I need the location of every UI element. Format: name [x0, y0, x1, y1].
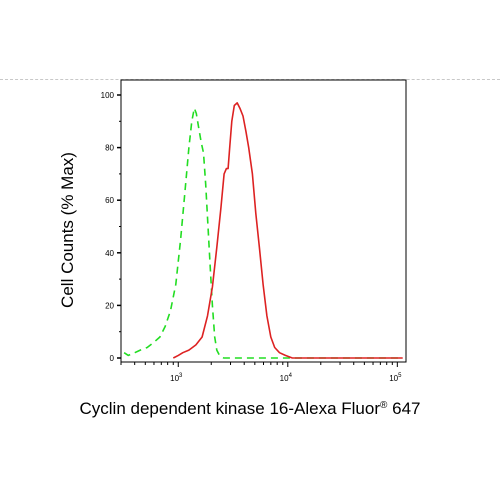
x-axis-label-tail: 647 [387, 399, 420, 418]
plot-axes [120, 79, 407, 363]
y-axis-label: Cell Counts (% Max) [58, 152, 77, 308]
y-tick-label: 100 [101, 91, 115, 100]
red-solid-histogram [172, 102, 403, 359]
x-tick-label: 105 [389, 373, 402, 383]
y-tick-label: 20 [105, 301, 114, 310]
data-series [123, 102, 403, 359]
y-tick-label: 40 [105, 249, 114, 258]
x-axis-label-main: Cyclin dependent kinase 16-Alexa Fluor [80, 399, 381, 418]
plot-frame [120, 79, 407, 363]
x-axis-label: Cyclin dependent kinase 16-Alexa Fluor® … [80, 399, 421, 418]
green-dashed-histogram [123, 107, 403, 359]
x-tick-label: 104 [280, 373, 293, 383]
x-axis-ticks: 103 104 105 [120, 362, 402, 383]
y-axis-ticks: 0 20 40 60 80 100 [101, 91, 121, 363]
x-axis-label-registered: ® [380, 400, 388, 411]
x-tick-label: 103 [170, 373, 183, 383]
y-tick-label: 0 [110, 354, 115, 363]
y-tick-label: 60 [105, 196, 114, 205]
y-tick-label: 80 [105, 144, 114, 153]
